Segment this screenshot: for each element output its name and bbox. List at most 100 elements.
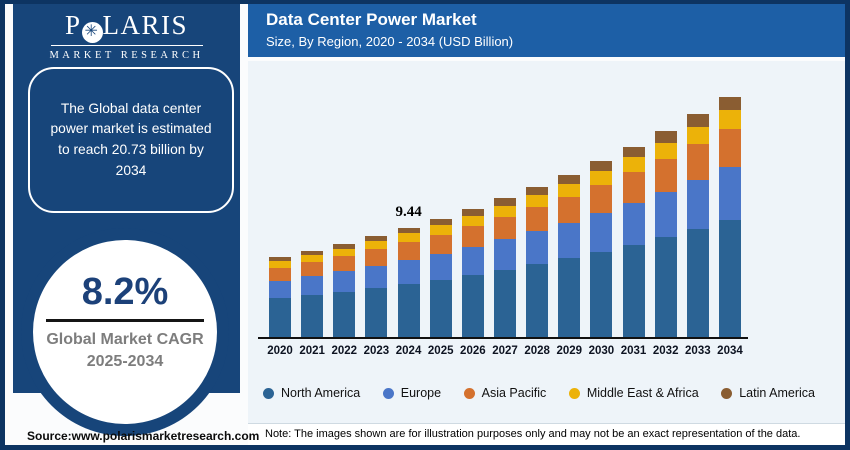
bar-2026: 2026 bbox=[460, 208, 486, 357]
compass-star-glyph: ✳ bbox=[84, 23, 100, 40]
cagr-label: Global Market CAGR 2025-2034 bbox=[46, 329, 203, 374]
cagr-content: 8.2% Global Market CAGR 2025-2034 bbox=[46, 271, 204, 374]
bar-2029-segment-middle-east-africa bbox=[558, 183, 581, 197]
legend-dot-icon bbox=[463, 387, 475, 399]
x-axis-label-2028: 2028 bbox=[524, 345, 550, 357]
bar-2021: 2021 bbox=[299, 250, 325, 357]
bar-2020-segment-asia-pacific bbox=[269, 267, 291, 281]
bar-2030-segment-europe bbox=[590, 213, 613, 252]
bar-2022-segment-europe bbox=[333, 271, 356, 292]
chart-title: Data Center Power Market bbox=[266, 10, 477, 29]
x-axis-label-2034: 2034 bbox=[717, 345, 743, 357]
bar-2029-segment-europe bbox=[558, 222, 581, 259]
bar-2033-segment-middle-east-africa bbox=[686, 126, 709, 145]
bar-2033-segment-north-america bbox=[686, 229, 709, 338]
bar-2026-segment-europe bbox=[461, 246, 484, 275]
bar-2034: 2034 bbox=[717, 96, 743, 357]
x-axis-label-2031: 2031 bbox=[620, 345, 647, 357]
bar-2034-segment-middle-east-africa bbox=[718, 109, 741, 129]
note-strip: Note: The images shown are for illustrat… bbox=[248, 423, 845, 445]
x-axis-label-2025: 2025 bbox=[427, 345, 454, 357]
bar-2022-segment-middle-east-africa bbox=[333, 248, 356, 257]
brand-subtitle: MARKET RESEARCH bbox=[49, 50, 204, 61]
legend-label: North America bbox=[281, 386, 361, 400]
bar-2023-segment-middle-east-africa bbox=[365, 241, 388, 250]
bar-2028-segment-europe bbox=[526, 231, 549, 265]
bar-2028-segment-middle-east-africa bbox=[526, 195, 549, 208]
bar-2026-segment-north-america bbox=[461, 274, 484, 337]
bar-2031-segment-latin-america bbox=[622, 146, 645, 158]
chart-legend: North America Europe Asia Pacific Middle Ea… bbox=[263, 386, 815, 400]
bar-2032-segment-latin-america bbox=[654, 131, 677, 143]
bar-2027: 2027 bbox=[492, 198, 518, 357]
x-axis-line bbox=[258, 337, 748, 339]
bar-2025-segment-north-america bbox=[429, 279, 452, 337]
bar-2021-segment-latin-america bbox=[301, 250, 324, 256]
bars: 2020 2021 2022 2023 2024 9.44 2025 2026 2027 2028… bbox=[267, 61, 743, 357]
bar-2032-segment-north-america bbox=[654, 237, 677, 337]
bar-2031-segment-middle-east-africa bbox=[622, 157, 645, 173]
x-axis-label-2021: 2021 bbox=[299, 345, 325, 357]
bar-2033-segment-latin-america bbox=[686, 114, 709, 127]
x-axis-label-2022: 2022 bbox=[331, 345, 358, 357]
bar-2026-segment-asia-pacific bbox=[461, 226, 484, 247]
bar-2022: 2022 bbox=[331, 243, 357, 357]
bar-2023-segment-asia-pacific bbox=[365, 249, 388, 266]
brand-logo: P ✳ LARIS MARKET RESEARCH bbox=[13, 10, 240, 61]
bar-2031-segment-asia-pacific bbox=[622, 172, 645, 203]
legend-item-europe: Europe bbox=[382, 386, 442, 400]
legend-dot-icon bbox=[568, 387, 580, 399]
bar-2034-segment-north-america bbox=[718, 220, 741, 337]
bar-2026-segment-latin-america bbox=[461, 208, 484, 216]
x-axis-label-2032: 2032 bbox=[652, 345, 679, 357]
bar-2034-segment-asia-pacific bbox=[718, 128, 741, 168]
bar-2024-segment-asia-pacific bbox=[397, 242, 420, 260]
bar-2025: 2025 bbox=[428, 218, 454, 357]
bar-2028-segment-asia-pacific bbox=[526, 207, 549, 232]
bar-2023: 2023 bbox=[364, 235, 389, 357]
data-label-2024: 9.44 bbox=[395, 203, 422, 220]
bar-2028-segment-latin-america bbox=[526, 186, 549, 195]
legend-item-north-america: North America bbox=[263, 386, 360, 400]
bar-2022-segment-asia-pacific bbox=[333, 256, 356, 272]
bar-2023-segment-europe bbox=[365, 265, 388, 288]
bar-2023-segment-latin-america bbox=[365, 235, 388, 242]
callout-text: The Global data center power market is e… bbox=[50, 100, 212, 178]
bar-2027-segment-middle-east-africa bbox=[493, 206, 516, 218]
bar-2020-segment-north-america bbox=[269, 298, 291, 337]
legend-label: Latin America bbox=[739, 386, 815, 400]
cagr-period: 2025-2034 bbox=[86, 353, 164, 370]
brand-name-start: P bbox=[64, 10, 82, 40]
bar-2034-segment-europe bbox=[718, 167, 741, 221]
x-axis-label-2033: 2033 bbox=[685, 345, 711, 357]
x-axis-label-2027: 2027 bbox=[492, 345, 518, 357]
legend-item-latin-america: Latin America bbox=[721, 386, 815, 400]
x-axis-label-2024: 2024 bbox=[395, 345, 422, 357]
bar-2027-segment-north-america bbox=[493, 269, 516, 338]
legend-label: Europe bbox=[400, 386, 442, 400]
legend-item-asia-pacific: Asia Pacific bbox=[463, 386, 546, 400]
x-axis-label-2026: 2026 bbox=[460, 345, 486, 357]
bar-2033-segment-asia-pacific bbox=[686, 144, 709, 181]
bar-2025-segment-asia-pacific bbox=[429, 234, 452, 254]
x-axis-label-2023: 2023 bbox=[363, 345, 390, 357]
chart-header: Data Center Power Market Size, By Region… bbox=[248, 4, 845, 57]
bar-2021-segment-north-america bbox=[301, 295, 324, 338]
bar-2020-segment-middle-east-africa bbox=[269, 261, 291, 268]
bar-2030-segment-middle-east-africa bbox=[590, 171, 613, 185]
bar-2022-segment-latin-america bbox=[333, 243, 356, 249]
bar-2033: 2033 bbox=[685, 114, 711, 357]
bar-2032-segment-asia-pacific bbox=[654, 159, 677, 192]
bar-2029-segment-latin-america bbox=[558, 174, 581, 184]
cagr-circle: 8.2% Global Market CAGR 2025-2034 bbox=[21, 228, 229, 436]
brand-name: P ✳ LARIS bbox=[13, 10, 240, 43]
callout-box: The Global data center power market is e… bbox=[28, 67, 234, 213]
bar-2024-segment-north-america bbox=[397, 283, 420, 337]
bar-2024-segment-europe bbox=[397, 259, 420, 284]
bar-2030-segment-asia-pacific bbox=[590, 185, 613, 214]
bar-2027-segment-latin-america bbox=[493, 198, 516, 206]
bar-2020: 2020 bbox=[267, 257, 293, 357]
bar-2029: 2029 bbox=[556, 174, 582, 357]
bar-2027-segment-asia-pacific bbox=[493, 217, 516, 240]
cagr-label-text: Global Market CAGR bbox=[46, 330, 204, 348]
